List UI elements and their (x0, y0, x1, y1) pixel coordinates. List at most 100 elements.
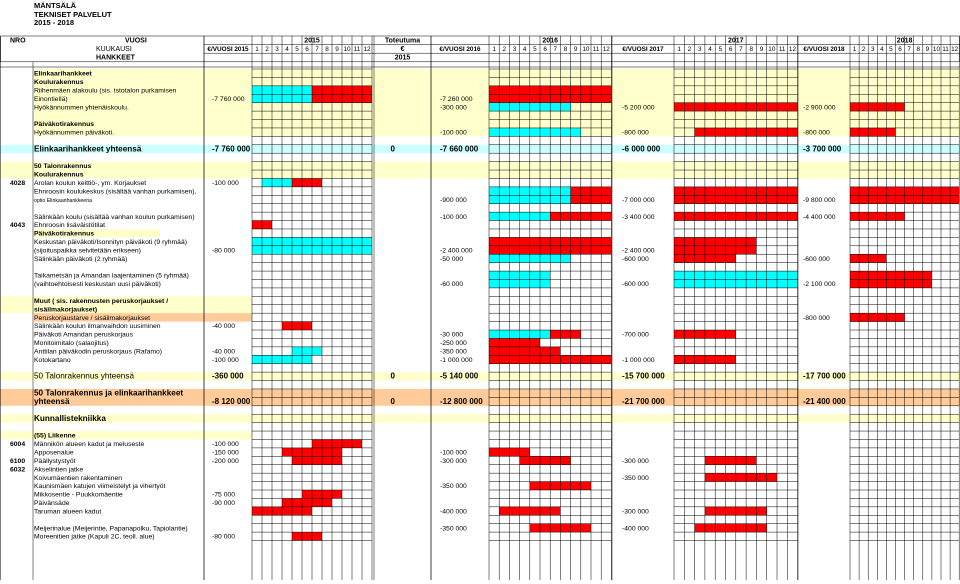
section-label: 50 Talonrakennus ja elinkaarihankkeet (34, 389, 183, 398)
amount-2017: -3 400 000 (622, 214, 655, 221)
amount-2017: -400 000 (622, 525, 649, 532)
amount-2015: -40 000 (212, 323, 235, 330)
amount-2018: -2 900 000 (803, 104, 836, 111)
section-label: 50 Talonrakennus (34, 163, 92, 170)
construction-bar (282, 321, 312, 331)
month-header: 7 (554, 46, 558, 53)
amount-2018: -2 100 000 (803, 281, 836, 288)
amount-2015: -75 000 (212, 492, 235, 499)
year-sum-header-2015: €/VUOSI 2015 (207, 46, 249, 53)
project-label: Taruman alueen kadut (34, 508, 101, 515)
toteutuma-year: 2015 (395, 55, 411, 62)
section-label: Elinkaarihankkeet yhteensä (34, 144, 142, 153)
month-header: 11 (779, 46, 786, 53)
project-number: 6032 (10, 466, 25, 473)
month-header: 1 (255, 46, 259, 53)
amount-2016: -2 400 000 (440, 247, 473, 254)
project-label: Ehnroosin koulukeskus (sisältää vanhan p… (34, 189, 197, 196)
amount-2017: -300 000 (622, 458, 649, 465)
construction-bar (282, 498, 332, 507)
month-header: 3 (698, 46, 702, 53)
row-band (0, 296, 252, 314)
year-header-2016: 2016 (542, 38, 558, 45)
amount-2016: -400 000 (440, 508, 467, 515)
project-label: Männikön alueen kadut ja meluseste (34, 441, 145, 448)
row-band (34, 228, 160, 238)
amount-2015: -200 000 (212, 458, 239, 465)
amount-2017: -800 000 (622, 130, 649, 137)
amount-2017: -600 000 (622, 281, 649, 288)
amount-2018: -600 000 (803, 256, 830, 263)
year-header-2017: 2017 (728, 38, 744, 45)
project-label: Anttilan päiväkodin peruskorjaus (Rafamo… (34, 348, 162, 355)
project-label: Monitoimitalo (salaojitus) (34, 340, 109, 347)
amount-2015: -7 760 000 (212, 96, 245, 103)
amount-2017: -2 400 000 (622, 247, 655, 254)
month-header: 1 (853, 46, 857, 53)
amount-2015: -80 000 (212, 247, 235, 254)
amount-2016: -1 000 000 (440, 357, 473, 364)
project-label: 50 Talonrakennus yhteensä (34, 372, 134, 381)
month-header: 3 (871, 46, 875, 53)
construction-bar (292, 532, 322, 541)
project-label: (sijoituspaikka selvitetään erikseen) (34, 247, 141, 254)
amount-2016: -50 000 (440, 256, 463, 263)
amount-2017: -600 000 (622, 256, 649, 263)
construction-bar (704, 473, 777, 482)
section-label: Päiväkotirakennus (34, 231, 94, 238)
amount-2017: -21 700 000 (622, 397, 665, 406)
amount-2016: -350 000 (440, 483, 467, 490)
section-label: Koulurakennus (34, 172, 84, 179)
row-bands (0, 69, 960, 440)
amount-2015: -90 000 (212, 500, 235, 507)
report-subtitle: TEKNISET PALVELUT (34, 9, 112, 19)
row-band (0, 431, 252, 440)
construction-bar (704, 456, 757, 465)
project-number: 4043 (10, 222, 25, 229)
month-header: 6 (729, 46, 733, 53)
amount-2016: -250 000 (440, 340, 467, 347)
month-header: 7 (315, 46, 319, 53)
row-band (0, 161, 960, 179)
section-label: Elinkaarihankkeet (34, 71, 93, 78)
vuosi-header: VUOSI (125, 38, 147, 45)
section-label: Muut ( sis. rakennusten peruskorjaukset … (34, 298, 168, 305)
project-label: Päivänsäde (34, 500, 70, 507)
amount-2015: -80 000 (212, 534, 235, 541)
project-label: (vaihtoehtoisesti keskustan uusi päiväko… (34, 281, 161, 288)
project-label: Hyökännummen päiväkoti. (34, 130, 114, 137)
construction-bar (550, 330, 581, 339)
project-label: Kotokartano (34, 357, 71, 364)
amount-2015: -8 120 000 (212, 397, 251, 406)
project-number: 4028 (10, 180, 25, 187)
section-label: (55) Liikenne (34, 433, 76, 440)
project-label: Hyökännummen yhtenäiskoulu. (34, 104, 129, 111)
month-header: 12 (363, 46, 371, 53)
year-sum-header-2018: €/VUOSI 2018 (803, 46, 845, 53)
month-header: 8 (916, 46, 920, 53)
amount-2016: -30 000 (440, 332, 463, 339)
year-header-2015: 2015 (304, 38, 320, 45)
construction-bar (312, 439, 362, 448)
section-label: yhteensä (34, 397, 70, 406)
month-header: 1 (677, 46, 681, 53)
amount-2017: -5 200 000 (622, 104, 655, 111)
section-label: Kunnallistekniikka (34, 414, 106, 423)
amount-2016: -350 000 (440, 348, 467, 355)
year-header-2018: 2018 (897, 38, 913, 45)
nro-header: NRO (10, 38, 26, 45)
year-sum-header-2017: €/VUOSI 2017 (622, 46, 664, 53)
project-label: Sälinkään koulun ilmanvaihdon uusiminen (34, 323, 161, 330)
amount-2017: -15 700 000 (622, 372, 665, 381)
section-label: Koulurakennus (34, 79, 84, 86)
month-header: 11 (593, 46, 600, 53)
month-header: 9 (760, 46, 764, 53)
row-band (34, 313, 252, 322)
report-period: 2015 - 2018 (34, 18, 75, 27)
project-label: Moreenitien jatke (Kapuli 2C, teoll. alu… (34, 534, 155, 541)
amount-2016: -300 000 (440, 104, 467, 111)
amount-2017: -350 000 (622, 475, 649, 482)
month-header: 2 (688, 46, 692, 53)
